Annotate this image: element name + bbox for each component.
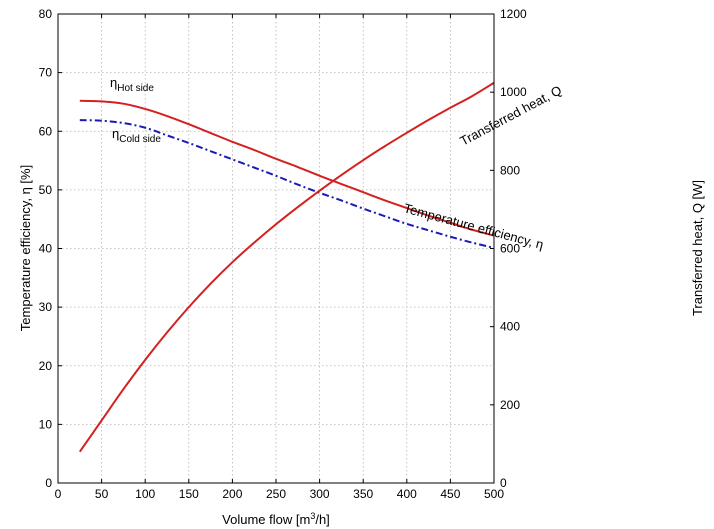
annotation-temperature-efficiency: Temperature efficiency, η [402, 200, 545, 252]
annotation-eta-cold-sub: Cold side [119, 134, 161, 145]
y-axis-label-left: Temperature efficiency, η [%] [18, 165, 33, 331]
x-tick-label: 250 [266, 487, 286, 501]
x-axis-label: Volume flow [m3/h] [222, 511, 330, 527]
y-left-tick-label: 50 [39, 183, 53, 197]
x-tick-label: 0 [55, 487, 62, 501]
y-left-tick-label: 40 [39, 242, 53, 256]
series-layer [78, 81, 495, 453]
y-left-tick-label: 30 [39, 300, 53, 314]
y-left-tick-label: 70 [39, 66, 53, 80]
y-left-tick-label: 20 [39, 359, 53, 373]
x-tick-label: 150 [179, 487, 199, 501]
x-axis-label-sup: 3 [310, 511, 315, 521]
series-line-1 [79, 99, 495, 237]
y-axis-label-right: Transferred heat, Q [W] [690, 180, 705, 316]
grid [58, 14, 494, 483]
x-tick-label: 450 [440, 487, 460, 501]
annotation-eta-hot-sub: Hot side [117, 83, 154, 94]
x-tick-label: 400 [397, 487, 417, 501]
y-right-tick-label: 600 [500, 242, 520, 256]
series-line-2 [79, 119, 495, 249]
y-right-tick-label: 400 [500, 320, 520, 334]
annotation-eta-cold: ηCold side [112, 126, 161, 145]
y-left-tick-label: 0 [45, 476, 52, 490]
x-tick-label: 200 [222, 487, 242, 501]
ticks: 0 50 100 150 200 250 300 350 400 450 5000102030405… [39, 7, 527, 501]
x-tick-label: 350 [353, 487, 373, 501]
y-right-tick-label: 800 [500, 163, 520, 177]
x-tick-label: 300 [310, 487, 330, 501]
x-axis-label-end: /h] [315, 512, 329, 527]
x-tick-label: 100 [135, 487, 155, 501]
annotation-eta-hot: ηHot side [110, 75, 154, 94]
y-right-tick-label: 200 [500, 398, 520, 412]
y-right-tick-label: 1200 [500, 7, 527, 21]
y-right-tick-label: 0 [500, 476, 507, 490]
x-tick-label: 500 [484, 487, 504, 501]
y-left-tick-label: 80 [39, 7, 53, 21]
y-left-tick-label: 10 [39, 417, 53, 431]
x-tick-label: 50 [95, 487, 109, 501]
series-line-3 [78, 81, 495, 453]
y-right-tick-label: 1000 [500, 85, 527, 99]
y-left-tick-label: 60 [39, 124, 53, 138]
